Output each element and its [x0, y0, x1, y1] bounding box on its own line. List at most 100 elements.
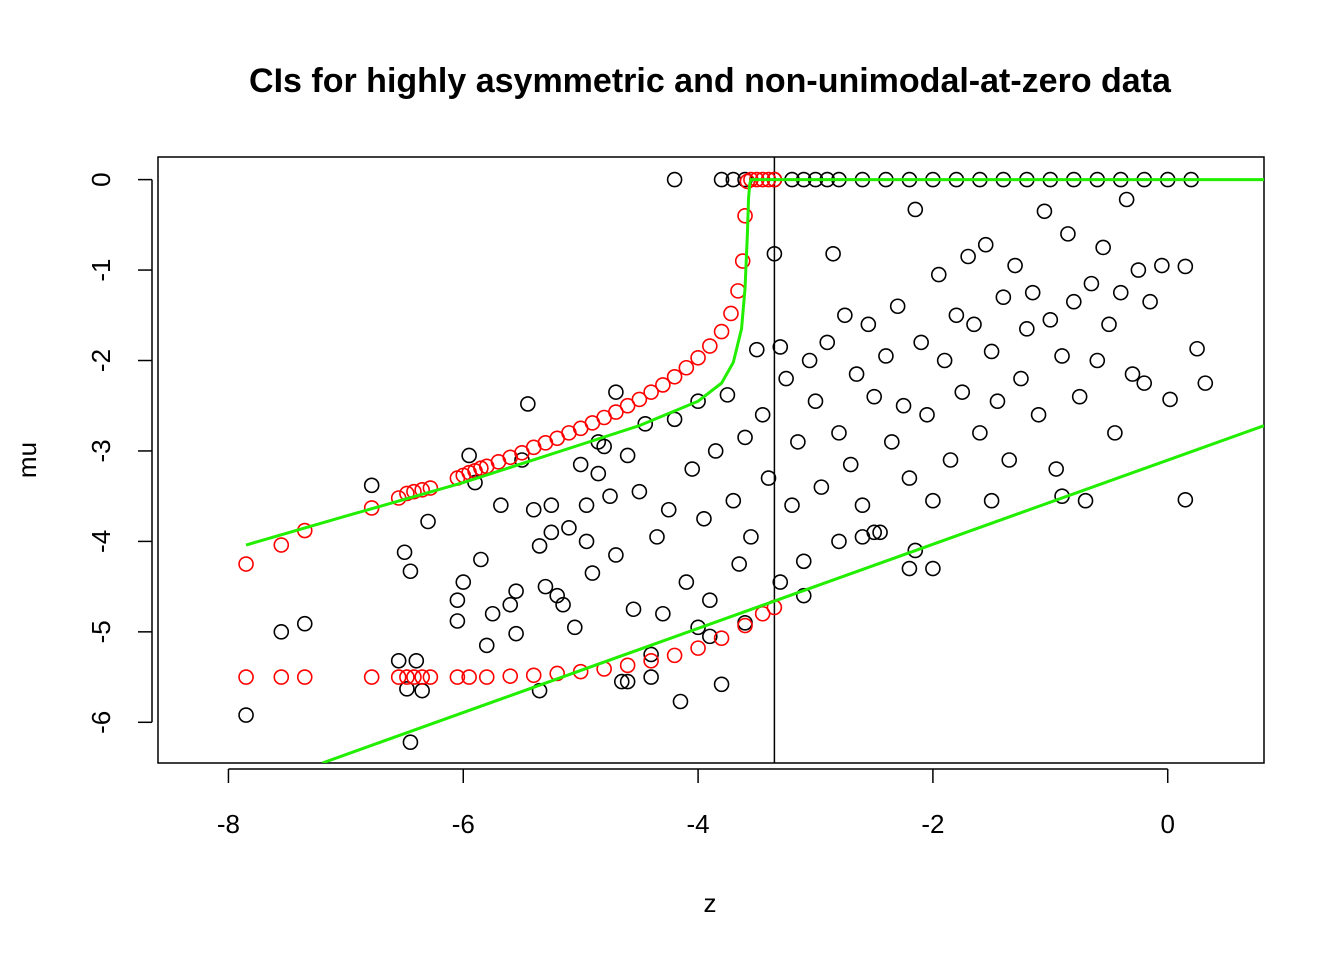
point-series1-56: [478, 669, 495, 685]
point-series0-115: [1060, 226, 1076, 242]
point-series0-125: [1118, 191, 1135, 208]
point-series0-61: [743, 529, 759, 545]
point-series0-111: [1036, 203, 1053, 220]
point-series0-77: [837, 307, 853, 324]
point-series0-145: [619, 673, 636, 690]
point-series0-156: [901, 560, 918, 577]
point-series0-82: [866, 388, 882, 405]
y-tick-label-4: -4: [86, 530, 116, 553]
point-series1-58: [525, 667, 542, 684]
point-series0-5: [399, 681, 415, 697]
point-series0-144: [643, 646, 659, 663]
point-series0-146: [702, 628, 718, 645]
y-tick-label-6: -6: [86, 711, 116, 734]
point-series0-112: [1042, 312, 1059, 328]
point-series0-50: [678, 574, 695, 590]
point-series1-62: [619, 657, 636, 674]
point-series0-133: [1177, 258, 1194, 275]
point-series1-52: [414, 669, 430, 685]
point-series1-28: [643, 384, 659, 400]
point-series0-103: [989, 393, 1006, 410]
point-series1-46: [273, 669, 290, 685]
point-series0-110: [1030, 406, 1047, 423]
y-tick-label-0: 0: [86, 172, 116, 186]
point-series0-40: [619, 447, 636, 464]
point-series0-53: [696, 510, 712, 527]
point-series0-42: [631, 483, 648, 500]
point-series0-98: [960, 248, 976, 265]
point-series0-90: [913, 334, 929, 351]
point-series0-28: [543, 524, 560, 541]
series-line-2: [245, 178, 1264, 547]
point-series0-21: [502, 596, 519, 613]
point-series1-54: [449, 669, 466, 685]
point-series0-41: [625, 601, 642, 618]
point-series1-7: [414, 482, 430, 498]
point-series0-105: [1001, 452, 1018, 468]
x-tick-label-0: -8: [217, 809, 240, 839]
point-series0-9: [420, 513, 436, 530]
point-series0-127: [1130, 262, 1147, 278]
point-series0-148: [578, 497, 595, 514]
point-series0-57: [719, 387, 736, 403]
x-tick-label-1: -6: [452, 809, 475, 839]
point-series0-94: [936, 352, 953, 369]
point-series0-55: [707, 443, 724, 459]
point-series0-13: [449, 592, 466, 608]
point-series0-2: [273, 624, 290, 640]
point-series0-56: [713, 676, 730, 693]
point-series0-126: [1124, 366, 1141, 382]
point-series0-71: [801, 352, 818, 369]
point-series0-88: [901, 470, 918, 486]
point-series0-99: [966, 316, 982, 333]
point-series0-30: [561, 520, 577, 536]
x-tick-label-4: 0: [1160, 809, 1174, 839]
point-series1-35: [723, 305, 739, 322]
point-series0-1: [296, 615, 313, 632]
point-series1-51: [406, 669, 422, 685]
point-series0-116: [1065, 293, 1082, 310]
point-series1-5: [399, 485, 415, 502]
point-series0-51: [684, 461, 701, 477]
point-series0-29: [549, 587, 565, 604]
point-series0-59: [731, 556, 747, 572]
point-series0-38: [608, 547, 624, 563]
point-series0-117: [1071, 388, 1088, 405]
point-series0-114: [1054, 348, 1070, 364]
point-series0-52: [690, 393, 706, 410]
point-series0-10: [402, 563, 419, 580]
point-series0-79: [848, 366, 865, 382]
point-series0-122: [1101, 316, 1117, 333]
y-tick-label-3: -3: [86, 439, 116, 462]
point-series0-92: [925, 560, 941, 577]
point-series0-34: [584, 565, 601, 581]
point-series0-138: [925, 492, 941, 509]
point-series0-64: [760, 470, 777, 486]
point-series0-0: [238, 707, 254, 723]
point-series0-20: [493, 497, 509, 514]
point-series0-87: [895, 397, 912, 414]
point-series0-104: [995, 289, 1012, 305]
point-series0-32: [572, 456, 589, 473]
point-series0-18: [478, 637, 495, 654]
point-series1-25: [608, 404, 624, 420]
point-series0-11: [396, 544, 413, 561]
point-series0-157: [907, 542, 924, 559]
x-tick-label-2: -4: [687, 809, 710, 839]
point-series0-54: [702, 592, 718, 608]
point-series1-57: [502, 668, 519, 684]
point-series0-101: [977, 236, 994, 253]
point-series0-66: [772, 339, 789, 355]
plot-frame: [157, 156, 1265, 764]
point-series0-17: [473, 551, 489, 568]
point-series0-109: [1024, 284, 1041, 301]
point-series1-45: [238, 669, 254, 685]
point-series1-37: [734, 253, 751, 269]
point-series1-66: [713, 630, 730, 646]
point-series0-74: [819, 334, 836, 351]
point-series1-67: [737, 617, 753, 634]
point-series0-107: [1013, 370, 1029, 387]
chart-title: CIs for highly asymmetric and non-unimod…: [249, 62, 1172, 100]
point-series0-65: [766, 245, 783, 262]
point-series0-123: [1107, 425, 1123, 441]
